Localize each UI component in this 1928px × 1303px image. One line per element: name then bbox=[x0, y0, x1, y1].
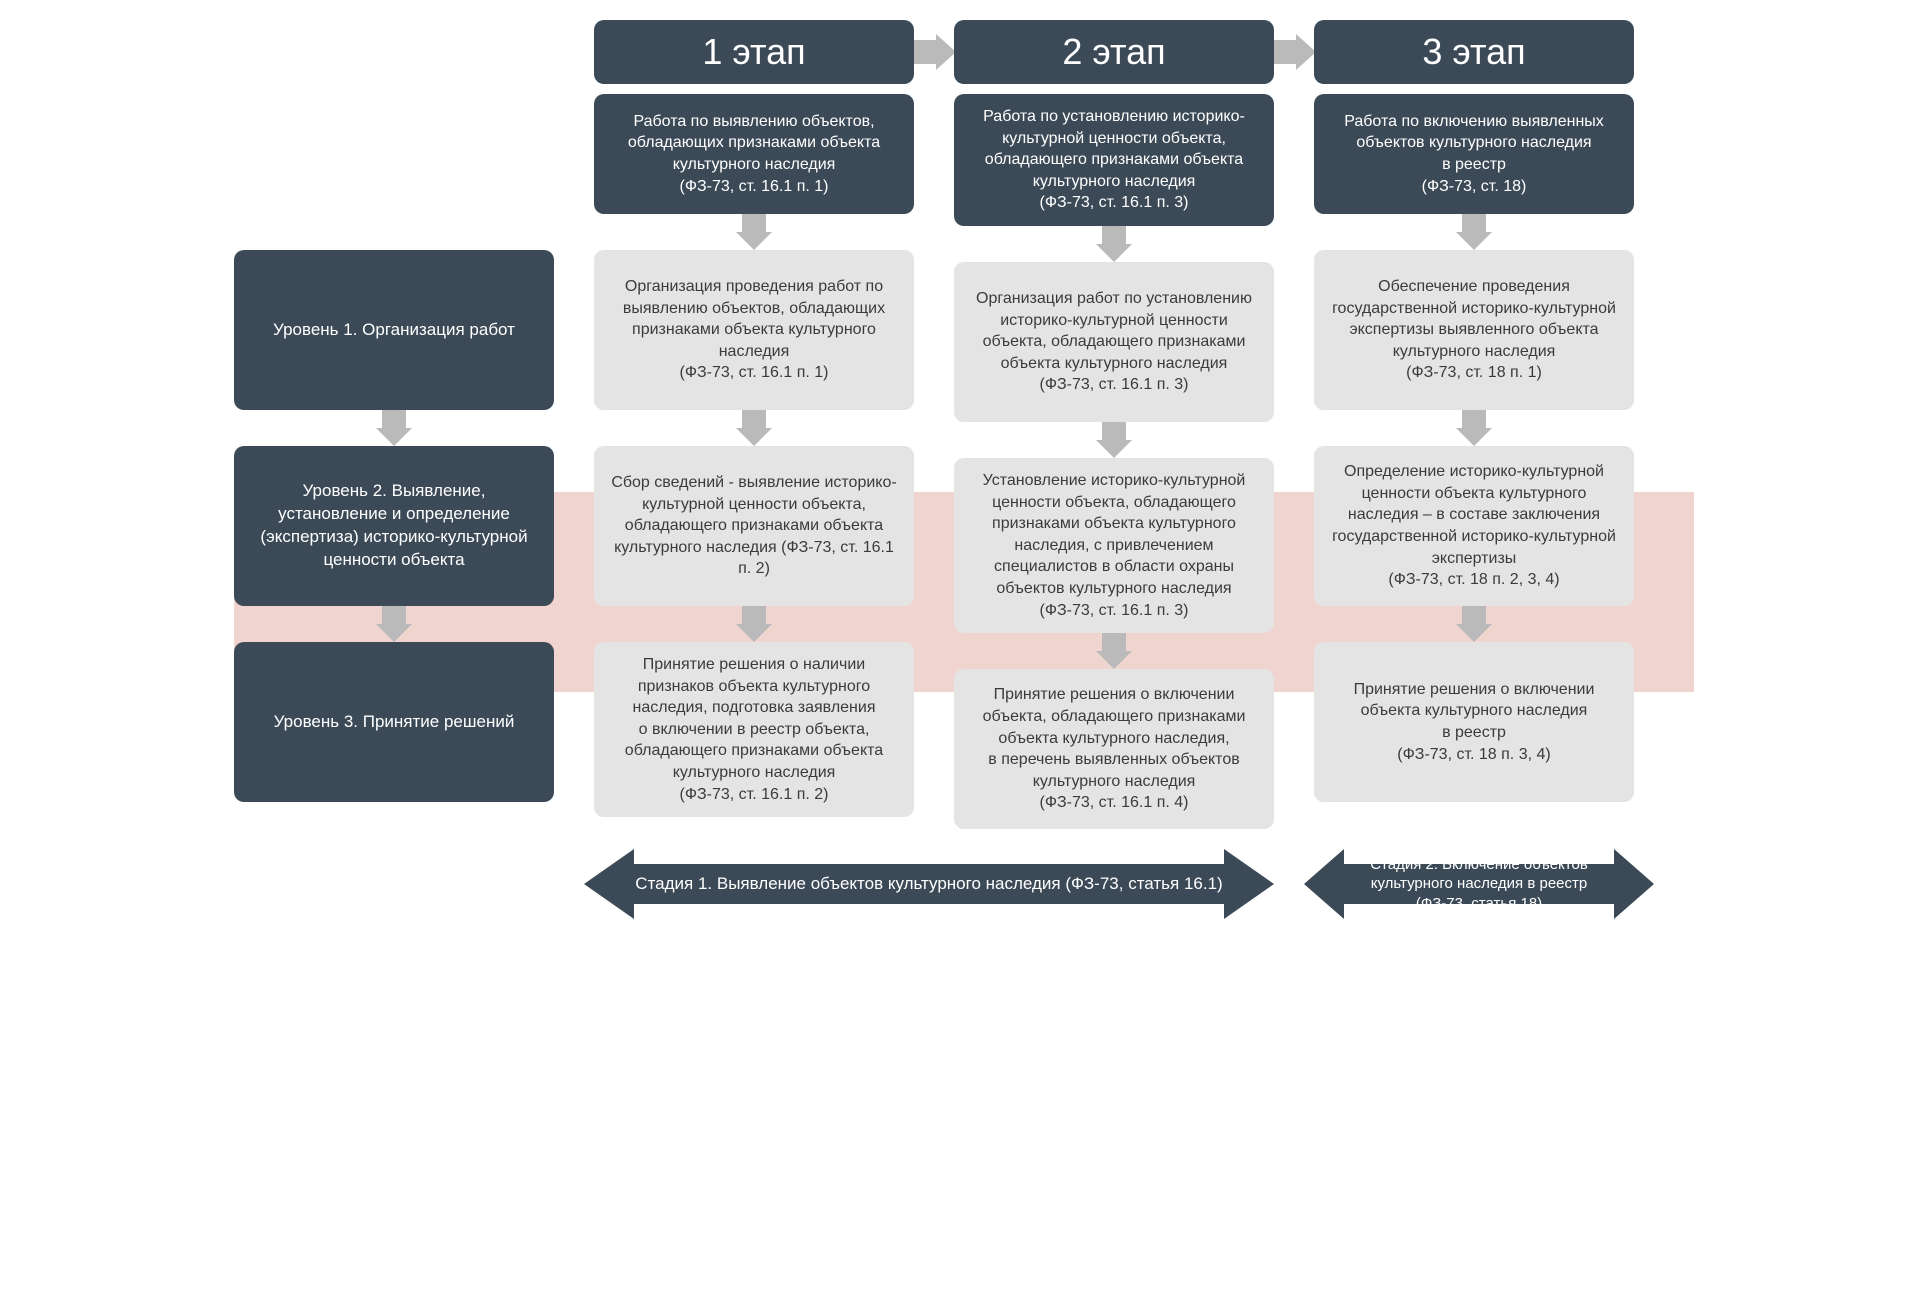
cell-s1-l1: Организация проведения работ по выявлени… bbox=[594, 250, 914, 410]
arrow-s3-l2-to-l3 bbox=[1314, 606, 1634, 642]
stage-1-desc-text: Работа по выявлению объектов, обладающих… bbox=[608, 111, 900, 197]
arrow-level2-to-level3 bbox=[234, 606, 554, 642]
cell-s2-l1-text: Организация работ по установлению истори… bbox=[968, 288, 1260, 396]
main-grid: Уровень 1. Организация работ Уровень 2. … bbox=[234, 20, 1694, 829]
cell-s2-l3-text: Принятие решения о включении объекта, об… bbox=[968, 684, 1260, 814]
cell-s3-l2-text: Определение историко-культурной ценности… bbox=[1328, 461, 1620, 591]
cell-s1-l1-text: Организация проведения работ по выявлени… bbox=[608, 276, 900, 384]
stage-3-header-text: 3 этап bbox=[1324, 28, 1624, 77]
diagram-root: Уровень 1. Организация работ Уровень 2. … bbox=[234, 20, 1694, 939]
arrow-s3-l1-to-l2 bbox=[1314, 410, 1634, 446]
arrow-s1-l1-to-l2 bbox=[594, 410, 914, 446]
cell-s2-l3: Принятие решения о включении объекта, об… bbox=[954, 669, 1274, 829]
stage-1-desc: Работа по выявлению объектов, обладающих… bbox=[594, 94, 914, 214]
cell-s2-l2: Установление историко-культурной ценност… bbox=[954, 458, 1274, 633]
cell-s1-l3-text: Принятие решения о наличии признаков объ… bbox=[608, 654, 900, 805]
cell-s3-l2: Определение историко-культурной ценности… bbox=[1314, 446, 1634, 606]
stage-3-column: 3 этап Работа по включению выявленных об… bbox=[1314, 20, 1634, 829]
stage-1-header: 1 этап bbox=[594, 20, 914, 84]
cell-s1-l2-text: Сбор сведений - выявление историко-культ… bbox=[608, 472, 900, 580]
arrow-s1-desc-to-l1 bbox=[594, 214, 914, 250]
stage-2-desc-text: Работа по установлению историко-культурн… bbox=[968, 106, 1260, 214]
stage-3-desc-text: Работа по включению выявленных объектов … bbox=[1328, 111, 1620, 197]
cell-s3-l1-text: Обеспечение проведения государственной и… bbox=[1328, 276, 1620, 384]
stage-1-header-text: 1 этап bbox=[604, 28, 904, 77]
cell-s3-l1: Обеспечение проведения государственной и… bbox=[1314, 250, 1634, 410]
stage-2-header-text: 2 этап bbox=[964, 28, 1264, 77]
cell-s1-l2: Сбор сведений - выявление историко-культ… bbox=[594, 446, 914, 606]
stage-2-column: 2 этап Работа по установлению историко-к… bbox=[954, 20, 1274, 829]
arrow-s2-l2-to-l3 bbox=[954, 633, 1274, 669]
level-2-label: Уровень 2. Выявление, установление и опр… bbox=[248, 480, 540, 572]
level-1-label: Уровень 1. Организация работ bbox=[248, 319, 540, 342]
cell-s3-l3: Принятие решения о включении объекта кул… bbox=[1314, 642, 1634, 802]
stadia-row: Стадия 1. Выявление объектов культурного… bbox=[234, 849, 1694, 939]
arrow-s2-l1-to-l2 bbox=[954, 422, 1274, 458]
stadia-1-arrow: Стадия 1. Выявление объектов культурного… bbox=[584, 849, 1274, 919]
cell-s1-l3: Принятие решения о наличии признаков объ… bbox=[594, 642, 914, 817]
arrow-s2-desc-to-l1 bbox=[954, 226, 1274, 262]
levels-column: Уровень 1. Организация работ Уровень 2. … bbox=[234, 20, 554, 829]
level-3-box: Уровень 3. Принятие решений bbox=[234, 642, 554, 802]
level-2-box: Уровень 2. Выявление, установление и опр… bbox=[234, 446, 554, 606]
stage-3-desc: Работа по включению выявленных объектов … bbox=[1314, 94, 1634, 214]
cell-s2-l2-text: Установление историко-культурной ценност… bbox=[968, 470, 1260, 621]
level-1-box: Уровень 1. Организация работ bbox=[234, 250, 554, 410]
level-3-label: Уровень 3. Принятие решений bbox=[248, 711, 540, 734]
stadia-2-arrow: Стадия 2. Включение объектов культурного… bbox=[1304, 849, 1654, 919]
stage-2-header: 2 этап bbox=[954, 20, 1274, 84]
arrow-s1-l2-to-l3 bbox=[594, 606, 914, 642]
arrow-s3-desc-to-l1 bbox=[1314, 214, 1634, 250]
arrow-level1-to-level2 bbox=[234, 410, 554, 446]
cell-s2-l1: Организация работ по установлению истори… bbox=[954, 262, 1274, 422]
cell-s3-l3-text: Принятие решения о включении объекта кул… bbox=[1328, 679, 1620, 765]
stage-1-column: 1 этап Работа по выявлению объектов, обл… bbox=[594, 20, 914, 829]
stage-2-desc: Работа по установлению историко-культурн… bbox=[954, 94, 1274, 226]
stage-3-header: 3 этап bbox=[1314, 20, 1634, 84]
